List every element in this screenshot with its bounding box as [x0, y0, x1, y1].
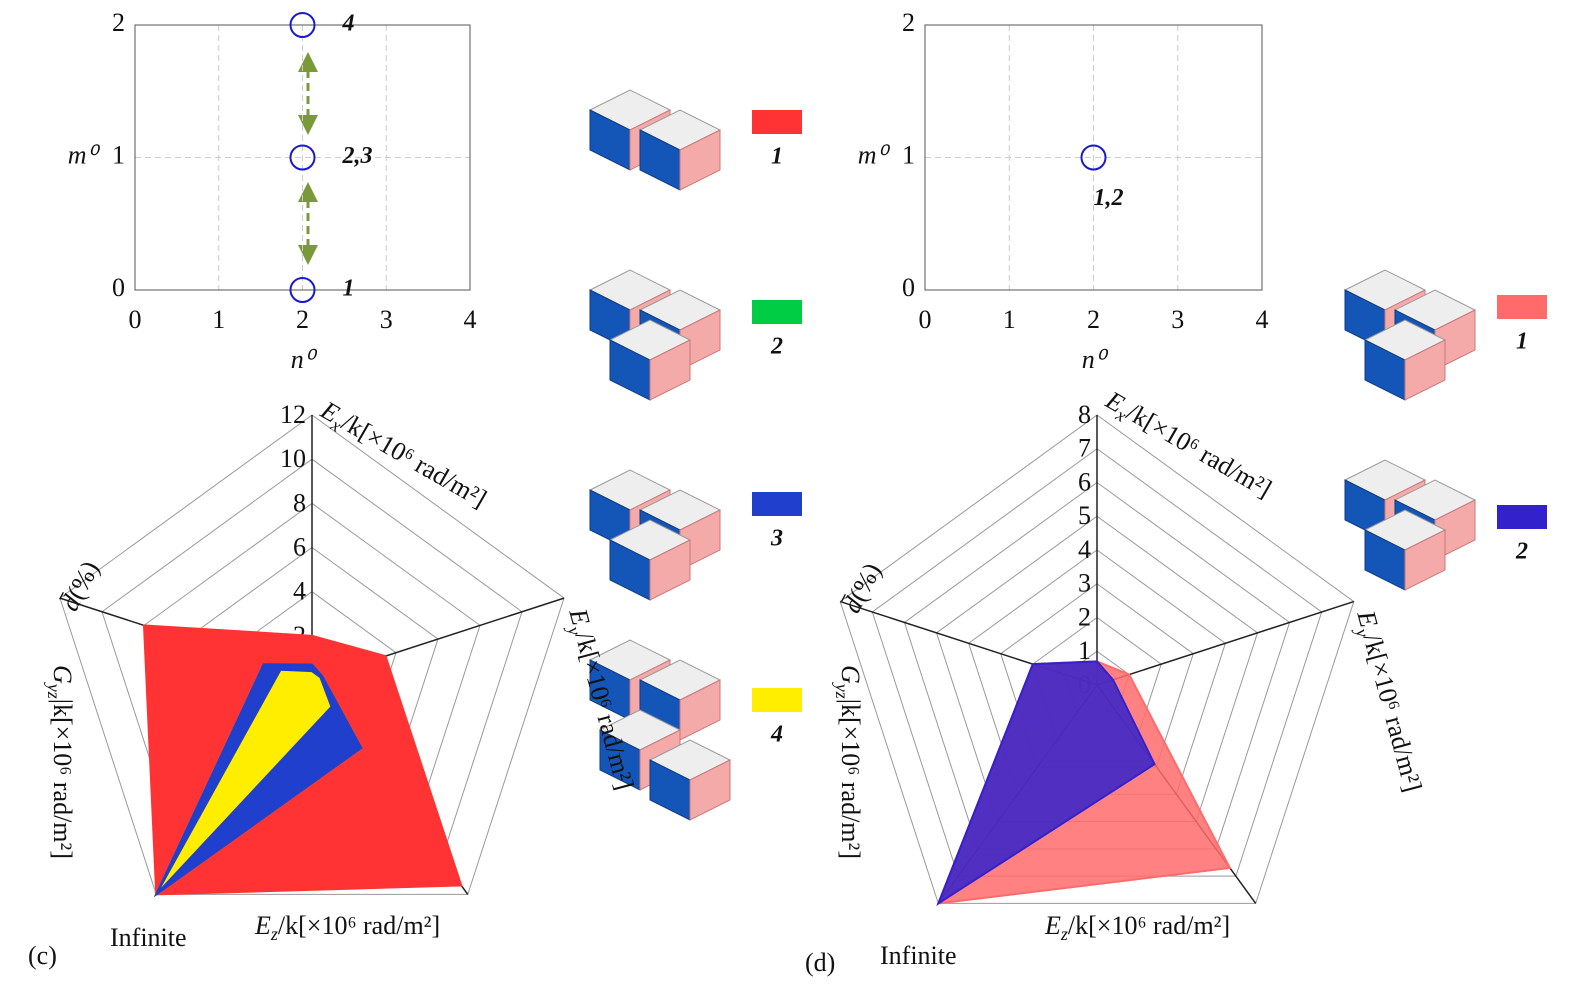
x-tick-label: 2 — [1087, 305, 1100, 334]
r-tick-label: 12 — [280, 400, 306, 429]
r-tick-label: 7 — [1078, 434, 1091, 463]
r-tick-label: 3 — [1078, 569, 1091, 598]
axis-unit: /k[×10⁶ rad/m²] — [1068, 911, 1230, 940]
axis-subscript: z — [1060, 924, 1068, 944]
axis-subscript: yz — [832, 682, 852, 699]
y-axis-label: m⁰ — [858, 140, 891, 169]
y-tick-label: 0 — [112, 273, 125, 302]
legend-swatch — [1497, 505, 1547, 529]
axis-label: d̄(%) — [837, 558, 887, 618]
axis-label: Ey/k[×10⁶ rad/m²] — [1347, 607, 1427, 796]
r-tick-label: 6 — [293, 532, 306, 561]
r-tick-label: 5 — [1078, 501, 1091, 530]
axis-unit: /k[×10⁶ rad/m²] — [1358, 631, 1428, 795]
axis-label: Ez/k[×10⁶ rad/m²] — [1044, 911, 1230, 944]
legend-swatch — [752, 300, 802, 324]
point — [289, 144, 316, 171]
r-tick-label: 6 — [1078, 467, 1091, 496]
legend-label: 3 — [770, 526, 783, 552]
r-tick-label: 2 — [1078, 602, 1091, 631]
y-tick-label: 1 — [112, 140, 125, 169]
plot-frame — [134, 24, 471, 291]
axis-subscript: z — [270, 924, 278, 944]
r-tick-label: 8 — [1078, 400, 1091, 429]
r-tick-label: 10 — [280, 444, 306, 473]
panel-label: (c) — [28, 941, 57, 970]
legend-swatch — [752, 492, 802, 516]
point-label: 4 — [342, 11, 355, 37]
x-tick-label: 4 — [464, 305, 477, 334]
axis-unit: |k[×10⁶ rad/m²] — [836, 699, 865, 859]
point — [289, 277, 316, 303]
axis-unit: /k[×10⁶ rad/m²] — [278, 911, 440, 940]
legend-swatch — [752, 688, 802, 712]
x-tick-label: 0 — [919, 305, 932, 334]
legend-swatch — [1497, 295, 1547, 319]
x-tick-label: 0 — [129, 305, 142, 334]
radar-area — [936, 660, 1156, 906]
radar-area — [155, 668, 333, 896]
axis-label: Gyz|k[×10⁶ rad/m²] — [832, 665, 865, 859]
axis-symbol: E — [1044, 911, 1061, 940]
x-tick-label: 3 — [1171, 305, 1184, 334]
axis-label: Ez/k[×10⁶ rad/m²] — [254, 911, 440, 944]
axis-label: Ex/k[×10⁶ rad/m²] — [313, 395, 492, 517]
axis-symbol: G — [48, 665, 77, 684]
x-tick-label: 4 — [1256, 305, 1269, 334]
axis-label: Ex/k[×10⁶ rad/m²] — [1098, 385, 1277, 507]
grid-ring — [839, 414, 1355, 904]
grid-ring — [59, 414, 565, 895]
radar-axis — [1096, 600, 1355, 686]
legend-swatch — [752, 110, 802, 134]
x-tick-label: 1 — [1003, 305, 1016, 334]
plot-frame — [924, 24, 1263, 291]
legend-label: 1 — [1516, 329, 1528, 355]
annotation: Infinite — [880, 941, 957, 970]
legend-label: 4 — [770, 722, 783, 748]
legend-label: 2 — [1515, 539, 1528, 565]
axis-symbol: G — [836, 665, 865, 684]
y-tick-label: 2 — [902, 8, 915, 37]
y-axis-label: m⁰ — [68, 140, 101, 169]
y-tick-label: 1 — [902, 140, 915, 169]
r-tick-label: 1 — [1078, 636, 1091, 665]
point — [289, 12, 316, 38]
legend-label: 1 — [771, 144, 783, 170]
x-tick-label: 2 — [296, 305, 309, 334]
point-label: 1,2 — [1094, 185, 1124, 211]
r-tick-label: 8 — [293, 488, 306, 517]
x-tick-label: 3 — [380, 305, 393, 334]
annotation: Infinite — [110, 923, 187, 952]
axis-symbol: E — [254, 911, 271, 940]
r-tick-label: 4 — [1078, 535, 1091, 564]
y-tick-label: 2 — [112, 8, 125, 37]
x-axis-label: n⁰ — [1082, 345, 1109, 374]
axis-symbol: E — [1351, 607, 1383, 631]
panel-label: (d) — [805, 948, 835, 977]
point — [1080, 144, 1107, 171]
legend-label: 2 — [770, 334, 783, 360]
axis-unit: /k[×10⁶ rad/m²] — [337, 407, 492, 513]
axis-label: d̄(%) — [55, 556, 105, 616]
point-label: 2,3 — [342, 143, 373, 169]
axis-subscript: yz — [44, 682, 64, 699]
x-tick-label: 1 — [212, 305, 225, 334]
axis-unit: |k[×10⁶ rad/m²] — [48, 699, 77, 859]
y-tick-label: 0 — [902, 273, 915, 302]
r-tick-label: 4 — [293, 577, 306, 606]
point-label: 1 — [343, 276, 355, 302]
x-axis-label: n⁰ — [291, 345, 318, 374]
axis-label: Gyz|k[×10⁶ rad/m²] — [44, 665, 77, 859]
axis-symbol: E — [563, 605, 595, 629]
